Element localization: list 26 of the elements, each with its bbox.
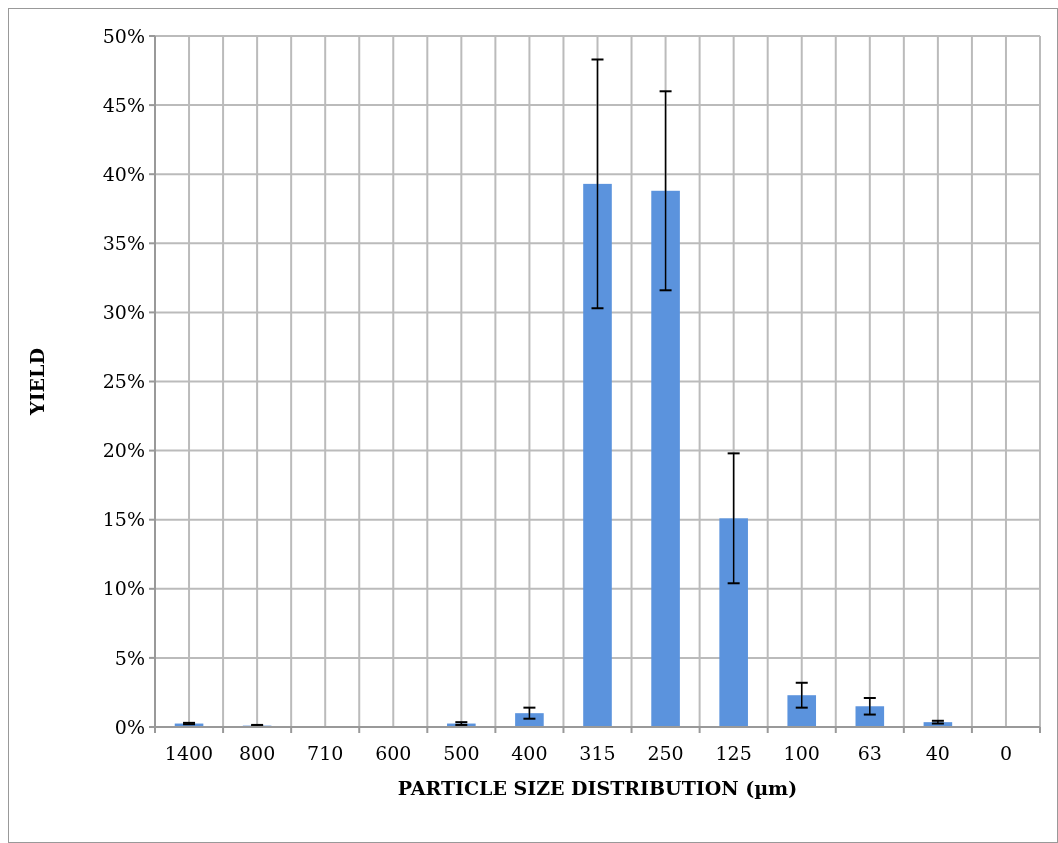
x-tick-label: 315 (579, 742, 616, 764)
x-tick-label: 250 (647, 742, 684, 764)
y-tick-label: 20% (102, 439, 145, 462)
y-tick-label: 30% (102, 301, 145, 324)
x-tick-label: 400 (511, 742, 548, 764)
x-tick-label: 1400 (164, 742, 214, 764)
y-tick-label: 45% (102, 93, 145, 116)
y-tick-label: 35% (102, 231, 145, 254)
y-tick-label: 15% (102, 508, 145, 531)
x-tick-label: 100 (783, 742, 820, 764)
x-tick-label: 500 (443, 742, 480, 764)
y-axis-title: YIELD (26, 348, 48, 416)
x-axis-title: PARTICLE SIZE DISTRIBUTION (µm) (397, 777, 798, 799)
y-tick-label: 50% (102, 24, 145, 47)
x-tick-label: 63 (857, 742, 882, 764)
x-tick-label: 600 (375, 742, 412, 764)
x-tick-label: 710 (307, 742, 344, 764)
x-tick-label: 125 (715, 742, 752, 764)
x-tick-label: 0 (999, 742, 1013, 764)
x-tick-label: 800 (238, 742, 276, 764)
y-tick-label: 10% (102, 577, 145, 600)
y-tick-label: 40% (102, 162, 145, 185)
y-tick-label: 0% (114, 715, 145, 738)
x-tick-label: 40 (925, 742, 950, 764)
y-tick-label: 5% (114, 646, 145, 669)
y-tick-label: 25% (102, 370, 145, 393)
